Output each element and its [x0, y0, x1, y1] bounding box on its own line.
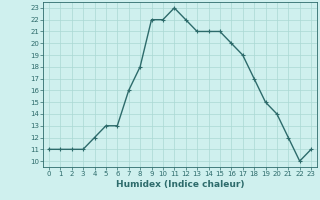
X-axis label: Humidex (Indice chaleur): Humidex (Indice chaleur): [116, 180, 244, 189]
